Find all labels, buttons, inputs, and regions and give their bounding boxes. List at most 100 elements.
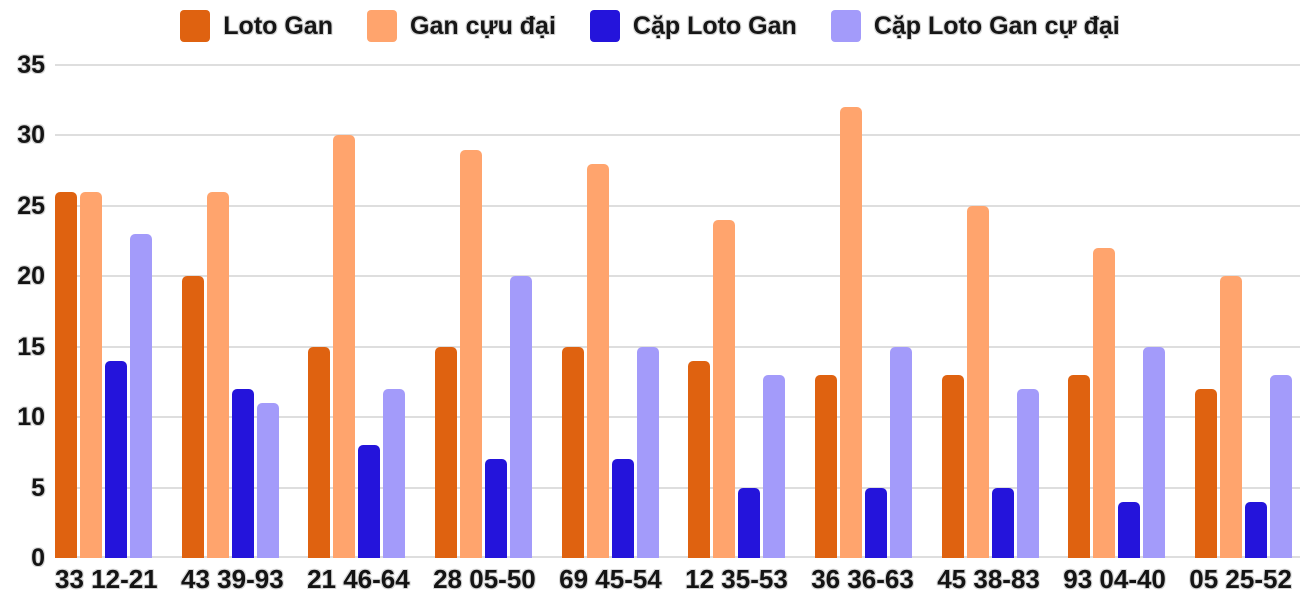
bar-s1-c2[interactable] xyxy=(333,135,356,558)
x-tick-8: 93 04-40 xyxy=(1063,563,1166,595)
y-tick-label-0: 0 xyxy=(31,544,45,572)
x-tick-label: 21 46-64 xyxy=(307,564,410,594)
bar-s2-c4[interactable] xyxy=(611,459,634,558)
legend-label: Cặp Loto Gan xyxy=(632,11,797,40)
bar-s0-c2[interactable] xyxy=(308,346,331,558)
bar-group-7 xyxy=(941,65,1039,558)
gridline-0 xyxy=(55,556,1300,558)
legend-swatch-icon xyxy=(589,10,620,42)
x-tick-label: 12 35-53 xyxy=(685,564,788,594)
bar-s0-c3[interactable] xyxy=(434,346,457,558)
bar-s0-c6[interactable] xyxy=(814,374,837,558)
gridline-10 xyxy=(55,416,1300,419)
bar-s0-c7[interactable] xyxy=(941,374,964,558)
bar-group-3 xyxy=(434,65,532,558)
bar-s2-c0[interactable] xyxy=(105,360,127,558)
x-tick-7: 45 38-83 xyxy=(937,563,1040,595)
bar-s3-c8[interactable] xyxy=(1143,346,1166,558)
gridline-20 xyxy=(55,275,1300,278)
x-tick-2: 21 46-64 xyxy=(307,563,410,595)
bar-s1-c1[interactable] xyxy=(206,191,229,558)
bar-s3-c0[interactable] xyxy=(130,234,152,558)
bar-s1-c7[interactable] xyxy=(966,205,989,558)
y-tick-label-25: 25 xyxy=(17,191,45,220)
x-tick-9: 05 25-52 xyxy=(1189,563,1292,595)
legend-swatch-icon xyxy=(367,10,397,42)
bar-s0-c8[interactable] xyxy=(1068,374,1091,558)
bar-s3-c9[interactable] xyxy=(1269,374,1292,558)
bar-group-6 xyxy=(814,65,912,558)
y-tick-label-30: 30 xyxy=(17,121,45,150)
legend-swatch-icon xyxy=(180,10,211,42)
bar-s1-c4[interactable] xyxy=(586,163,609,558)
legend-item-3[interactable]: Cặp Loto Gan cự đại xyxy=(830,10,1120,42)
x-tick-label: 69 45-54 xyxy=(559,564,662,594)
bar-group-5 xyxy=(688,65,786,558)
bar-s1-c8[interactable] xyxy=(1093,248,1116,558)
x-tick-label: 05 25-52 xyxy=(1189,564,1292,594)
bar-s3-c4[interactable] xyxy=(636,346,659,558)
bar-s1-c9[interactable] xyxy=(1219,276,1242,558)
x-tick-0: 33 12-21 xyxy=(55,563,158,595)
gridline-25 xyxy=(55,204,1300,207)
bar-s3-c5[interactable] xyxy=(763,374,786,558)
bar-s1-c3[interactable] xyxy=(459,149,482,558)
x-tick-label: 28 05-50 xyxy=(433,564,536,594)
bar-s2-c3[interactable] xyxy=(484,459,507,558)
x-tick-3: 28 05-50 xyxy=(433,563,536,595)
bar-group-0 xyxy=(55,65,152,558)
bar-s0-c4[interactable] xyxy=(561,346,584,558)
bar-group-8 xyxy=(1068,65,1166,558)
bar-s2-c5[interactable] xyxy=(738,487,761,558)
bar-s3-c6[interactable] xyxy=(889,346,912,558)
bar-s1-c0[interactable] xyxy=(80,191,102,558)
bar-group-4 xyxy=(561,65,659,558)
x-tick-label: 33 12-21 xyxy=(55,564,158,594)
bars-row xyxy=(55,65,1300,558)
bar-s3-c2[interactable] xyxy=(383,388,406,558)
gridline-15 xyxy=(55,345,1300,348)
gridline-35 xyxy=(55,64,1300,66)
x-tick-label: 93 04-40 xyxy=(1063,564,1166,594)
x-tick-5: 12 35-53 xyxy=(685,563,788,595)
bar-s1-c6[interactable] xyxy=(839,107,862,558)
y-tick-label-15: 15 xyxy=(17,332,45,361)
x-tick-label: 36 36-63 xyxy=(811,564,914,594)
bar-s0-c0[interactable] xyxy=(55,191,77,558)
legend-label: Loto Gan xyxy=(223,11,333,40)
bar-s3-c7[interactable] xyxy=(1016,388,1039,558)
x-tick-4: 69 45-54 xyxy=(559,563,662,595)
bar-s2-c1[interactable] xyxy=(231,388,254,558)
bar-s2-c2[interactable] xyxy=(358,445,381,558)
bar-s2-c9[interactable] xyxy=(1244,501,1267,558)
legend-item-2[interactable]: Cặp Loto Gan xyxy=(589,10,797,42)
legend-item-0[interactable]: Loto Gan xyxy=(180,10,333,42)
x-tick-1: 43 39-93 xyxy=(181,563,284,595)
bar-s3-c3[interactable] xyxy=(509,276,532,558)
x-tick-6: 36 36-63 xyxy=(811,563,914,595)
bar-s1-c5[interactable] xyxy=(713,219,736,558)
bar-group-9 xyxy=(1194,65,1292,558)
bar-s2-c6[interactable] xyxy=(864,487,887,558)
x-axis: 33 12-21 43 39-93 21 46-64 28 05-50 69 45-54… xyxy=(55,563,1300,595)
bar-s2-c8[interactable] xyxy=(1118,501,1141,558)
bar-s2-c7[interactable] xyxy=(991,487,1014,558)
legend-swatch-icon xyxy=(830,10,861,42)
y-tick-label-20: 20 xyxy=(17,262,45,291)
gridline-5 xyxy=(55,486,1300,489)
chart-legend: Loto Gan Gan cựu đại Cặp Loto Gan Cặp Loto … xyxy=(0,10,1300,42)
legend-item-1[interactable]: Gan cựu đại xyxy=(367,10,556,42)
bar-s0-c9[interactable] xyxy=(1194,388,1217,558)
bar-s0-c5[interactable] xyxy=(688,360,711,558)
x-tick-label: 43 39-93 xyxy=(181,564,284,594)
y-tick-label-35: 35 xyxy=(17,51,45,79)
y-axis: 0 5 10 15 20 25 30 35 xyxy=(0,51,45,572)
bar-group-2 xyxy=(308,65,406,558)
x-tick-label: 45 38-83 xyxy=(937,564,1040,594)
legend-label: Gan cựu đại xyxy=(410,11,556,40)
gridline-30 xyxy=(55,134,1300,137)
y-tick-label-5: 5 xyxy=(31,473,45,502)
bar-s0-c1[interactable] xyxy=(181,276,204,558)
bar-s3-c1[interactable] xyxy=(256,403,279,558)
